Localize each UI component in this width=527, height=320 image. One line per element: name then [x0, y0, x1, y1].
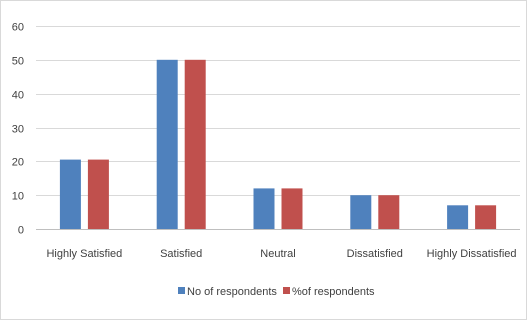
legend-swatch — [283, 287, 290, 294]
x-category-label: Dissatisfied — [347, 248, 403, 260]
bar-pct-of-respondents — [184, 59, 206, 229]
y-tick-label: 10 — [12, 191, 24, 203]
bar-pct-of-respondents — [281, 188, 303, 229]
bar-no-of-respondents — [59, 159, 81, 229]
legend-label: No of respondents — [187, 286, 277, 298]
bar-no-of-respondents — [253, 188, 275, 229]
y-tick-label: 0 — [18, 225, 24, 237]
bar-no-of-respondents — [447, 205, 469, 229]
x-category-label: Satisfied — [160, 248, 202, 260]
x-category-label: Highly Satisfied — [46, 248, 122, 260]
legend-swatch — [178, 287, 185, 294]
x-category-label: Neutral — [260, 248, 295, 260]
y-tick-label: 40 — [12, 90, 24, 102]
bar-pct-of-respondents — [87, 159, 109, 229]
x-category-label: Highly Dissatisfied — [427, 248, 517, 260]
bar-no-of-respondents — [350, 195, 372, 229]
gridlines — [36, 26, 520, 230]
y-tick-label: 60 — [12, 22, 24, 34]
x-axis: Highly Satisfied Satisfied Neutral Dissatis… — [46, 248, 516, 260]
bar-no-of-respondents — [156, 59, 178, 229]
y-tick-label: 20 — [12, 157, 24, 169]
legend: No of respondents %of respondents — [178, 286, 375, 298]
y-tick-label: 30 — [12, 124, 24, 136]
legend-label: %of respondents — [292, 286, 375, 298]
bars — [59, 59, 497, 229]
bar-pct-of-respondents — [475, 205, 497, 229]
y-tick-label: 50 — [12, 56, 24, 68]
y-axis-tick-labels: 0 10 20 30 40 50 60 — [12, 22, 24, 237]
bar-pct-of-respondents — [378, 195, 400, 229]
